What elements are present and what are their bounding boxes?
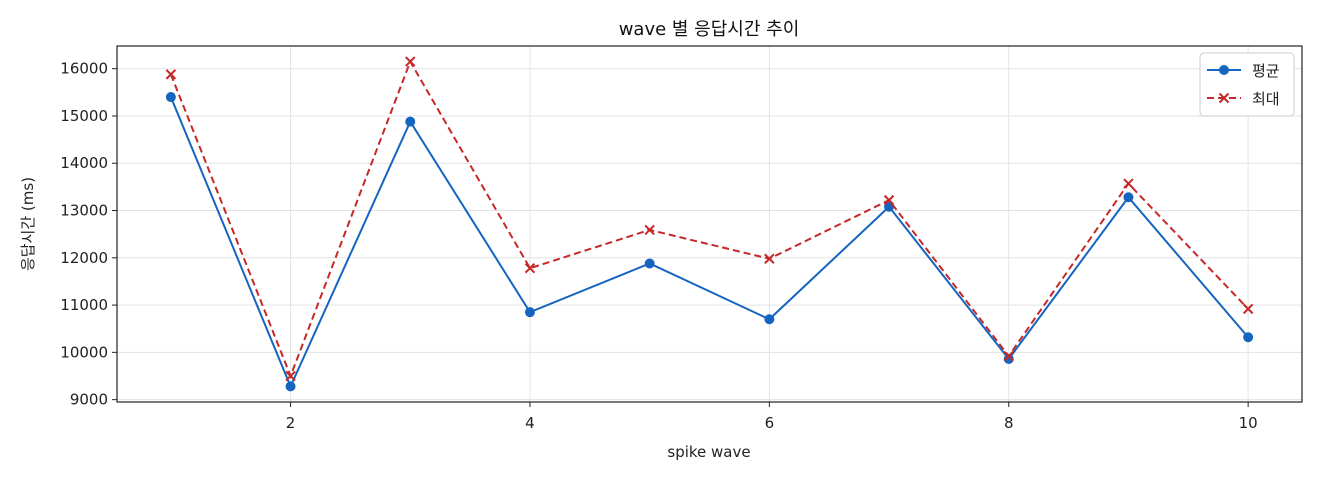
mean-data-point: [285, 381, 296, 392]
legend-swatch-marker: [1219, 65, 1229, 75]
mean-data-point: [165, 92, 176, 103]
x-tick-label: 10: [1239, 414, 1258, 432]
x-tick-label: 6: [765, 414, 775, 432]
y-tick-label: 15000: [60, 107, 108, 125]
y-tick-label: 16000: [60, 60, 108, 78]
legend-item-max: 최대: [1207, 90, 1280, 108]
x-tick-label: 2: [286, 414, 296, 432]
plot-area-frame: [116, 45, 1303, 403]
max-data-point: [883, 194, 895, 206]
y-tick-label: 14000: [60, 154, 108, 172]
series-max: [165, 56, 1254, 382]
series-layer: [165, 56, 1254, 392]
legend-swatch-marker: [1218, 92, 1230, 104]
mean-data-point: [884, 201, 895, 212]
max-data-point: [644, 224, 655, 236]
mean-data-point: [1243, 332, 1254, 343]
legend: 평균 최대: [1199, 52, 1295, 117]
legend-box: [1199, 52, 1295, 117]
y-tick-label: 11000: [60, 296, 108, 314]
legend-label-max: 최대: [1252, 90, 1280, 108]
x-tick-label: 8: [1004, 414, 1014, 432]
mean-data-point: [764, 314, 775, 325]
max-data-point: [1242, 303, 1254, 315]
max-data-point: [285, 370, 296, 382]
series-mean: [165, 92, 1254, 392]
mean-data-point: [1123, 192, 1134, 203]
x-tick-label: 4: [525, 414, 535, 432]
mean-data-point: [524, 307, 535, 318]
axis-ticks: 2 4 6 8 10 9000 10000 11000 12000 13000 14000 15000…: [60, 60, 1257, 432]
y-tick-label: 9000: [70, 391, 108, 409]
y-tick-label: 10000: [60, 343, 108, 361]
max-data-point: [764, 253, 775, 264]
y-tick-label: 13000: [60, 202, 108, 220]
legend-label-mean: 평균: [1252, 62, 1280, 80]
max-data-point: [1003, 350, 1014, 362]
max-data-point: [1123, 178, 1134, 189]
mean-series-line: [169, 96, 1249, 389]
chart-title: wave 별 응답시간 추이: [619, 19, 800, 40]
y-axis-label: 응답시간 (ms): [19, 177, 37, 271]
mean-data-point: [644, 258, 655, 269]
max-data-point: [405, 56, 416, 67]
legend-item-mean: 평균: [1207, 62, 1280, 80]
max-data-point: [165, 69, 177, 80]
x-axis-label: spike wave: [667, 443, 750, 461]
grid-lines: [117, 46, 1302, 402]
mean-data-point: [405, 116, 416, 127]
mean-data-point: [1003, 353, 1014, 364]
max-data-point: [524, 262, 536, 274]
y-tick-label: 12000: [60, 249, 108, 267]
